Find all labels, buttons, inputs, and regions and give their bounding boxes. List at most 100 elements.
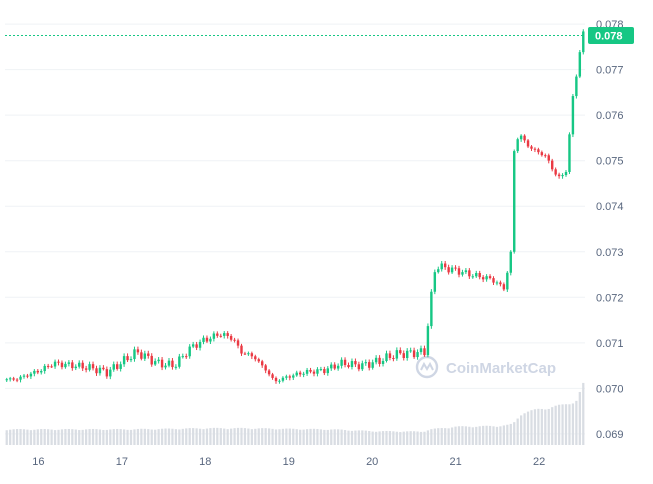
- candle-body: [392, 357, 395, 359]
- candle-body: [323, 369, 326, 374]
- volume-bar: [402, 431, 405, 445]
- volume-bar: [554, 405, 557, 445]
- volume-bar: [509, 423, 512, 445]
- volume-bar: [40, 429, 43, 445]
- candle-body: [568, 134, 571, 172]
- candle-body: [554, 169, 557, 175]
- volume-bar: [326, 429, 329, 445]
- candle-body: [361, 363, 364, 370]
- candle-body: [126, 356, 129, 361]
- candle-body: [509, 251, 512, 273]
- current-price-badge: 0.078: [588, 26, 634, 44]
- volume-bar: [530, 410, 533, 445]
- volume-bar: [381, 431, 385, 445]
- volume-bar: [454, 426, 457, 445]
- candle-body: [50, 366, 53, 368]
- volume-bar: [430, 429, 433, 445]
- volume-bar: [330, 429, 333, 445]
- volume-bar: [60, 429, 64, 445]
- volume-bar: [399, 432, 402, 445]
- candle-body: [274, 377, 278, 382]
- candle-body: [305, 369, 309, 374]
- candle-body: [533, 148, 537, 150]
- candle-body: [164, 365, 167, 368]
- candle-body: [254, 356, 257, 360]
- volume-bar: [188, 428, 191, 445]
- volume-bar: [526, 411, 530, 445]
- candle-body: [267, 370, 271, 375]
- volume-bar: [340, 429, 343, 445]
- volume-bar: [147, 429, 150, 445]
- volume-bar: [309, 428, 312, 445]
- volume-bar: [292, 428, 295, 445]
- y-tick-label: 0.074: [596, 201, 624, 213]
- volume-bar: [243, 428, 247, 445]
- volume-bar: [219, 428, 222, 445]
- candle-body: [257, 359, 260, 362]
- candle-body: [198, 341, 202, 348]
- volume-bar: [316, 428, 319, 445]
- volume-bar: [64, 429, 67, 445]
- candle-body: [457, 268, 461, 275]
- volume-bar: [57, 429, 60, 445]
- candle-body: [140, 352, 143, 359]
- candle-body: [336, 365, 340, 369]
- candle-body: [419, 348, 423, 353]
- candle-body: [557, 174, 561, 177]
- candle-body: [550, 160, 554, 170]
- candle-body: [84, 368, 88, 370]
- volume-bar: [492, 426, 495, 445]
- volume-bar: [247, 428, 250, 445]
- candle-body: [343, 359, 347, 366]
- candle-body: [188, 346, 191, 357]
- candle-body: [212, 333, 216, 339]
- volume-bar: [395, 431, 398, 445]
- candle-body: [433, 272, 437, 292]
- candle-body: [561, 175, 564, 177]
- candle-body: [8, 378, 12, 380]
- candle-body: [233, 339, 236, 341]
- candle-body: [506, 272, 509, 290]
- candle-body: [357, 364, 361, 370]
- volume-bar: [233, 428, 236, 445]
- candle-body: [578, 52, 582, 77]
- candle-body: [74, 366, 77, 369]
- volume-bar: [102, 429, 105, 445]
- volume-bar: [409, 431, 412, 445]
- volume-bar: [419, 431, 423, 445]
- x-tick-label: 16: [32, 456, 44, 468]
- volume-bar: [209, 428, 212, 445]
- candle-body: [405, 350, 409, 359]
- volume-bar: [212, 427, 215, 445]
- candle-body: [95, 368, 98, 374]
- candle-body: [412, 350, 416, 358]
- candle-body: [350, 361, 354, 367]
- volume-bar: [250, 429, 253, 445]
- candle-body: [60, 362, 64, 368]
- y-tick-label: 0.077: [596, 65, 624, 77]
- volume-bar: [33, 429, 36, 445]
- volume-bar: [333, 429, 336, 445]
- volume-bar: [185, 428, 188, 445]
- volume-bar: [357, 430, 360, 445]
- candle-body: [575, 76, 578, 97]
- volume-bar: [461, 426, 464, 445]
- candle-body: [430, 291, 433, 327]
- volume-bar: [88, 429, 91, 445]
- volume-bar: [150, 429, 153, 445]
- volume-bar: [19, 429, 22, 445]
- candle-body: [447, 267, 450, 273]
- volume-bar: [178, 429, 181, 445]
- volume-bar: [506, 424, 509, 445]
- volume-bar: [119, 429, 122, 445]
- candle-body: [423, 348, 426, 356]
- volume-bar: [471, 427, 474, 445]
- volume-bar: [295, 429, 298, 445]
- volume-bar: [112, 429, 115, 445]
- x-tick-label: 18: [199, 456, 211, 468]
- volume-bar: [288, 428, 291, 445]
- volume-bar: [9, 429, 12, 445]
- candle-body: [371, 362, 374, 368]
- volume-bar: [416, 431, 419, 445]
